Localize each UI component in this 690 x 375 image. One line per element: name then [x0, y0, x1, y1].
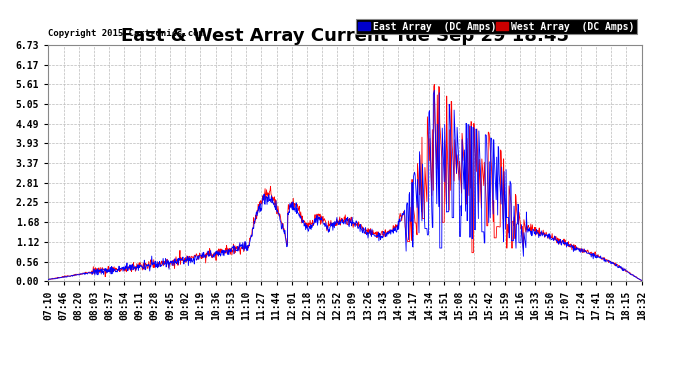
Legend: East Array  (DC Amps), West Array  (DC Amps): East Array (DC Amps), West Array (DC Amp… [356, 19, 637, 34]
Text: Copyright 2015 Cartronics.com: Copyright 2015 Cartronics.com [48, 29, 204, 38]
Title: East & West Array Current Tue Sep 29 18:45: East & West Array Current Tue Sep 29 18:… [121, 27, 569, 45]
